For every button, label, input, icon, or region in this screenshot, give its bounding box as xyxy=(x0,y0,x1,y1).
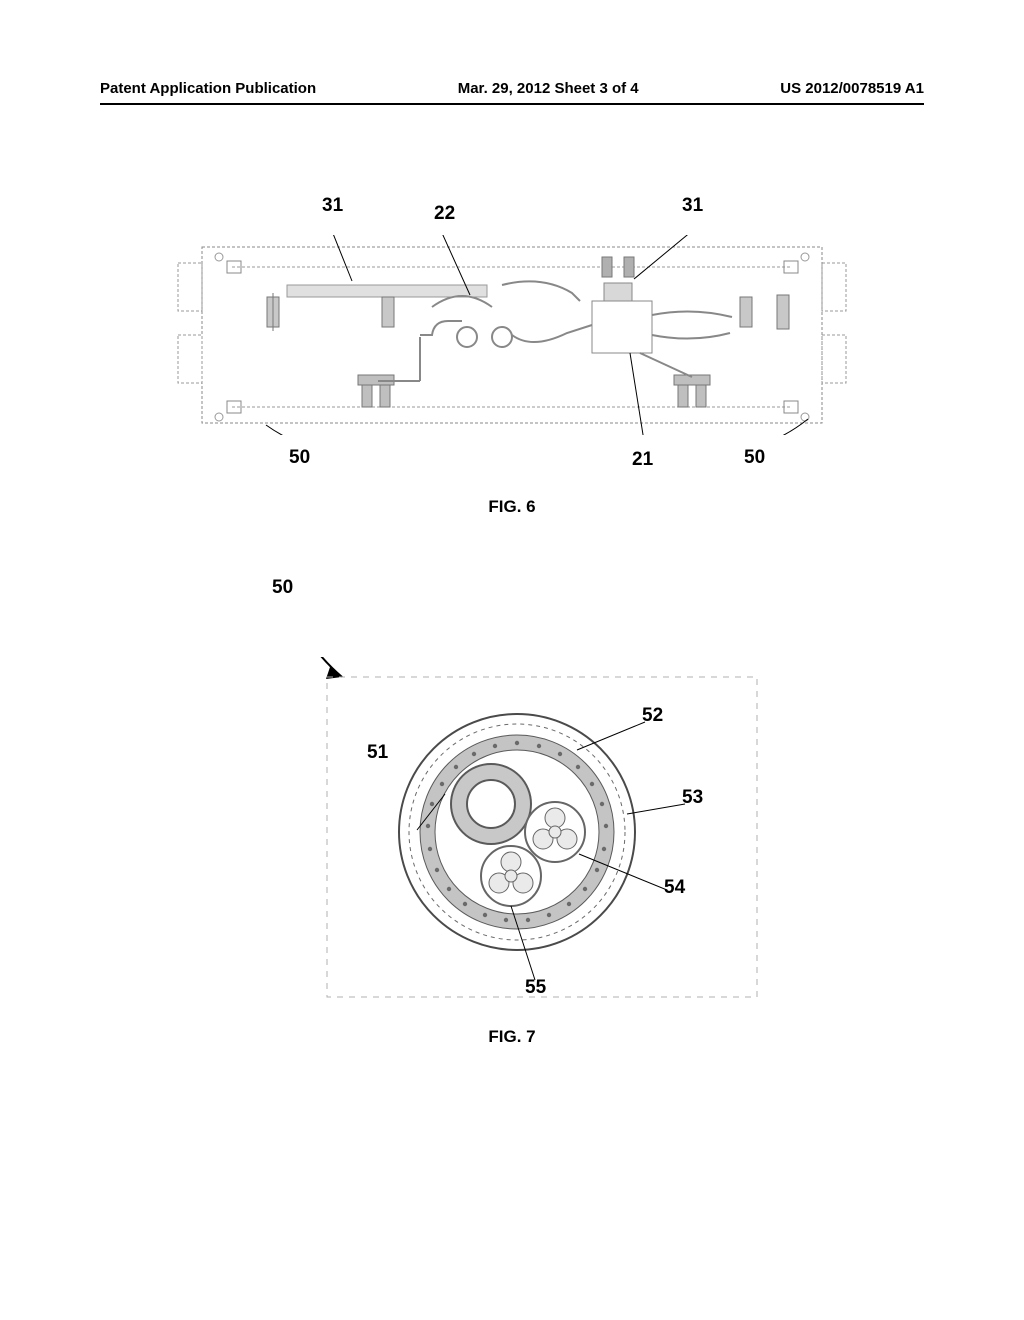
label-31-right: 31 xyxy=(682,195,703,217)
fig7-drawing xyxy=(272,657,772,1017)
label-21: 21 xyxy=(632,449,653,471)
label-22: 22 xyxy=(434,203,455,225)
figure-7: 50 51 52 53 54 55 xyxy=(232,577,792,1017)
patent-page: Patent Application Publication Mar. 29, … xyxy=(0,0,1024,1320)
header-left: Patent Application Publication xyxy=(100,80,316,97)
header-center: Mar. 29, 2012 Sheet 3 of 4 xyxy=(458,80,639,97)
label-31-left: 31 xyxy=(322,195,343,217)
figure-6: 31 22 31 50 21 50 xyxy=(172,195,852,485)
header-right: US 2012/0078519 A1 xyxy=(780,80,924,97)
fig6-drawing xyxy=(172,235,852,435)
fig6-caption: FIG. 6 xyxy=(100,497,924,517)
label-50-right: 50 xyxy=(744,447,765,469)
fig7-caption: FIG. 7 xyxy=(100,1027,924,1047)
label-50-left: 50 xyxy=(289,447,310,469)
page-header: Patent Application Publication Mar. 29, … xyxy=(100,80,924,105)
